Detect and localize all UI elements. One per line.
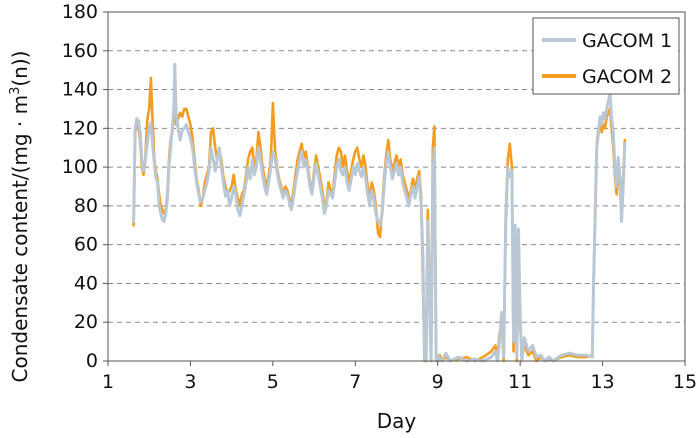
series-line-gacom-2	[132, 76, 627, 363]
y-tick-label: 0	[86, 350, 98, 372]
y-tick-label: 120	[62, 117, 98, 139]
x-tick-label: 11	[508, 371, 532, 393]
legend-label-gacom-1: GACOM 1	[582, 30, 672, 52]
x-tick-label: 5	[267, 371, 279, 393]
plot-frame	[107, 11, 686, 362]
legend: GACOM 1 GACOM 2	[532, 17, 680, 95]
x-tick-label: 15	[673, 371, 697, 393]
legend-label-gacom-2: GACOM 2	[582, 66, 672, 88]
x-tick-label: 1	[102, 371, 114, 393]
x-tick-label: 9	[432, 371, 444, 393]
y-tick-label: 100	[62, 156, 98, 178]
legend-box	[532, 17, 680, 95]
y-tick-label: 140	[62, 79, 98, 101]
series-lines	[132, 62, 627, 363]
y-tick-label: 180	[62, 1, 98, 23]
x-tick-label: 13	[590, 371, 614, 393]
y-tick-label: 20	[74, 311, 98, 333]
y-tick-label: 80	[74, 195, 98, 217]
y-tick-label: 40	[74, 272, 98, 294]
x-axis-title: Day	[377, 409, 417, 433]
x-tick-label: 7	[349, 371, 361, 393]
y-tick-label: 160	[62, 40, 98, 62]
y-axis-title-superscript: 3	[8, 87, 23, 95]
y-axis-title: Condensate content/(mg · m3(n))	[8, 51, 32, 383]
y-axis-title-main: Condensate content/(mg · m	[8, 95, 32, 383]
y-tick-label: 60	[74, 234, 98, 256]
series-line-gacom-1	[132, 62, 627, 363]
y-axis-title-tail: (n))	[8, 51, 32, 87]
x-tick-label: 3	[184, 371, 196, 393]
